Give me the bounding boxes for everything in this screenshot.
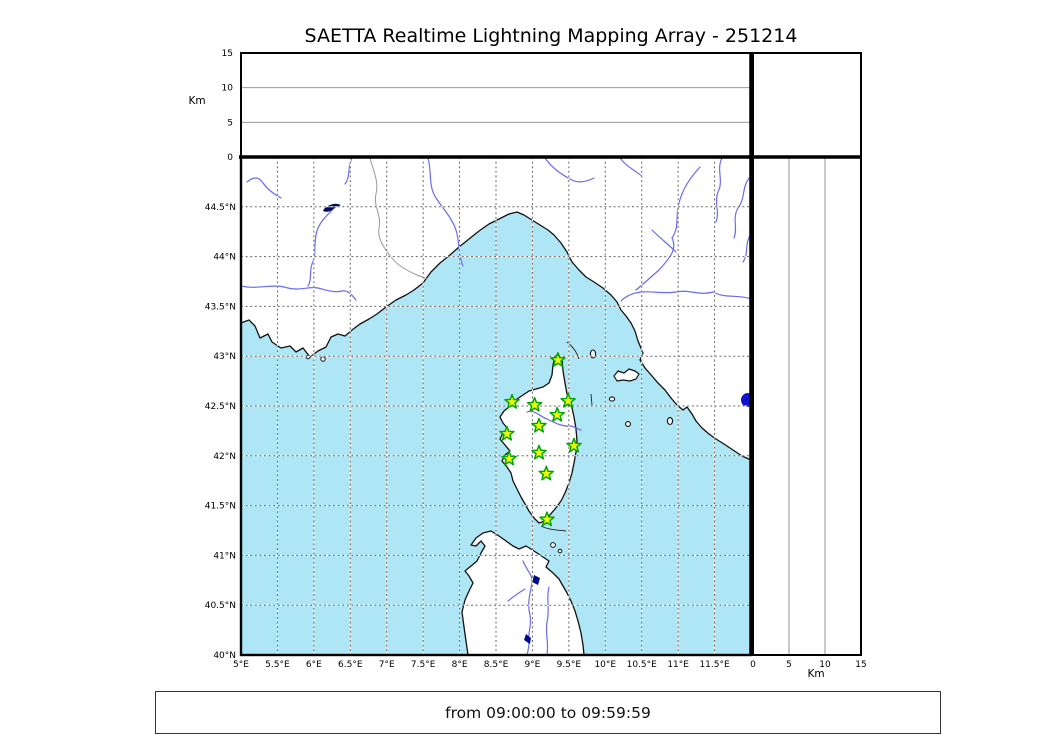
graticule bbox=[241, 157, 751, 655]
longitude-tick-label: 11.5°E bbox=[699, 660, 730, 670]
latitude-tick-label: 41°N bbox=[213, 551, 236, 561]
lma-stations bbox=[499, 352, 582, 527]
station-star-marker bbox=[560, 392, 576, 408]
station-star-marker bbox=[504, 393, 520, 409]
latitude-tick-label: 42°N bbox=[213, 452, 236, 462]
longitude-tick-label: 9.5°E bbox=[557, 660, 582, 670]
islet-maddalena-2 bbox=[557, 548, 563, 554]
longitude-tick-label: 8.5°E bbox=[484, 660, 509, 670]
country-border bbox=[369, 157, 428, 280]
altitude-histogram-panel bbox=[752, 52, 862, 158]
corsica-coast bbox=[499, 353, 578, 524]
station-star-marker bbox=[550, 352, 566, 367]
longitude-tick-label: 10°E bbox=[594, 660, 616, 670]
longitude-axis-ticks: 5°E 5.5°E 6°E 6.5°E 7°E 7.5°E 8°E 8.5°E 9°E 9.5°E… bbox=[233, 660, 730, 670]
time-range-box: from 09:00:00 to 09:59:59 bbox=[155, 691, 941, 734]
islet-toulon-2 bbox=[320, 356, 326, 362]
station-star-marker bbox=[549, 406, 565, 422]
station-star-marker bbox=[538, 465, 555, 481]
altitude-tick-label: 5 bbox=[227, 118, 233, 128]
latitude-tick-label: 44.5°N bbox=[205, 203, 236, 213]
distance-gridlines bbox=[788, 157, 826, 655]
latitude-tick-label: 40.5°N bbox=[205, 601, 236, 611]
montecristo-island bbox=[625, 421, 631, 427]
distance-tick-label: 5 bbox=[786, 660, 792, 670]
distance-tick-label: 15 bbox=[855, 660, 866, 670]
time-range-text: from 09:00:00 to 09:59:59 bbox=[445, 703, 651, 722]
station-star-marker bbox=[501, 450, 517, 466]
distance-tick-label: 10 bbox=[819, 660, 831, 670]
lake-sardinia-2 bbox=[524, 634, 531, 644]
plan-view-map bbox=[239, 155, 753, 657]
altitude-tick-label: 15 bbox=[222, 49, 233, 59]
longitude-tick-label: 6.5°E bbox=[338, 660, 363, 670]
latitude-tick-label: 44°N bbox=[213, 253, 236, 263]
altitude-tick-label: 0 bbox=[227, 153, 233, 163]
station-star-marker bbox=[566, 437, 582, 453]
elba-island bbox=[613, 368, 640, 382]
latitude-tick-label: 42.5°N bbox=[205, 402, 236, 412]
latitude-axis-ticks: 44.5°N 44°N 43.5°N 43°N 42.5°N 42°N 41.5°N 41°N… bbox=[205, 203, 236, 661]
station-star-marker bbox=[531, 417, 547, 433]
plot-title: SAETTA Realtime Lightning Mapping Array … bbox=[304, 25, 798, 47]
coast-detail-strokes bbox=[540, 341, 593, 532]
longitude-tick-label: 9°E bbox=[524, 660, 540, 670]
distance-axis-label: Km bbox=[807, 668, 824, 680]
capraia-island bbox=[589, 349, 597, 359]
station-star-marker bbox=[539, 511, 555, 527]
longitude-tick-label: 10.5°E bbox=[627, 660, 658, 670]
longitude-tick-label: 8°E bbox=[452, 660, 468, 670]
lake-sardinia-1 bbox=[532, 575, 540, 585]
giglio-island bbox=[666, 417, 674, 425]
altitude-axis-ticks: 15 10 5 0 bbox=[222, 49, 234, 163]
pianosa-island bbox=[608, 396, 616, 402]
mainland-coast bbox=[241, 157, 751, 461]
latitude-tick-label: 43°N bbox=[213, 352, 236, 362]
station-star-marker bbox=[531, 444, 547, 460]
longitude-tick-label: 5.5°E bbox=[265, 660, 290, 670]
longitude-tick-label: 7.5°E bbox=[411, 660, 436, 670]
station-star-marker bbox=[526, 396, 543, 412]
time-height-panel bbox=[240, 52, 752, 158]
rivers bbox=[241, 157, 751, 655]
longitude-tick-label: 5°E bbox=[233, 660, 249, 670]
altitude-tick-label: 10 bbox=[222, 84, 234, 94]
lake-bolsena bbox=[741, 393, 751, 407]
distance-axis-ticks: 0 5 10 15 bbox=[750, 660, 867, 670]
station-star-marker bbox=[499, 425, 515, 441]
longitude-tick-label: 11°E bbox=[667, 660, 689, 670]
latitude-tick-label: 43.5°N bbox=[205, 302, 236, 312]
height-latitude-panel bbox=[752, 156, 862, 656]
distance-tick-label: 0 bbox=[750, 660, 756, 670]
altitude-axis-label: Km bbox=[188, 95, 205, 107]
lakes bbox=[323, 203, 751, 644]
latitude-tick-label: 40°N bbox=[213, 651, 236, 661]
islet-maddalena-1 bbox=[550, 542, 556, 548]
altitude-gridlines bbox=[241, 87, 751, 123]
longitude-tick-label: 6°E bbox=[306, 660, 322, 670]
latitude-tick-label: 41.5°N bbox=[205, 502, 236, 512]
lake-serre-poncon bbox=[323, 203, 341, 212]
longitude-tick-label: 7°E bbox=[379, 660, 395, 670]
